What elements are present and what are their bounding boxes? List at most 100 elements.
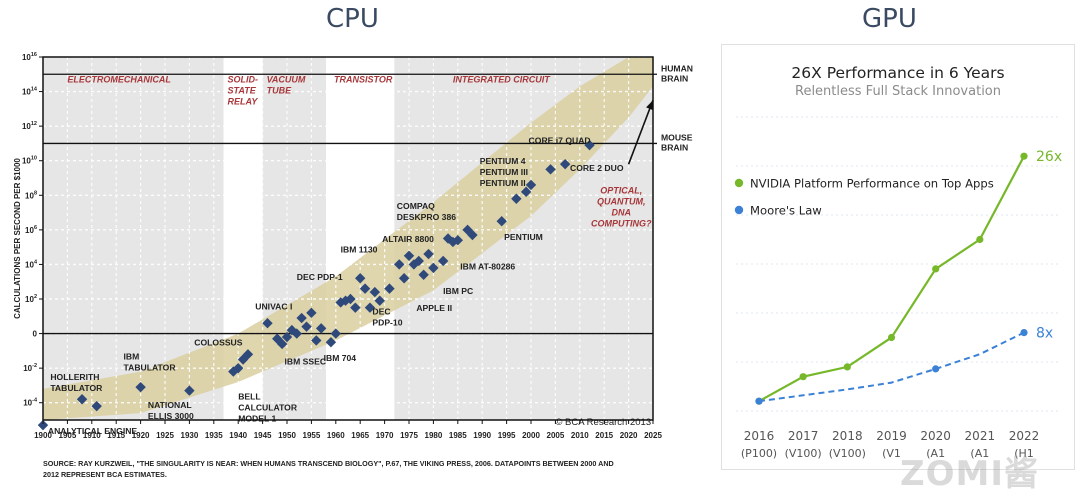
point-annotation: PENTIUM II bbox=[480, 178, 526, 188]
y-tick-label: 1010 bbox=[22, 156, 37, 166]
point-annotation: PENTIUM bbox=[504, 232, 543, 242]
x-axis-gpu: (A1 bbox=[970, 447, 989, 460]
data-point bbox=[559, 158, 571, 170]
series-point bbox=[976, 235, 984, 244]
data-point bbox=[281, 331, 293, 343]
x-axis-year: 2018 bbox=[832, 429, 863, 443]
y-tick-label: 1012 bbox=[22, 121, 37, 131]
data-point bbox=[520, 186, 532, 198]
series-point bbox=[932, 365, 940, 373]
era-label: STATE bbox=[228, 86, 257, 96]
threshold-label: BRAIN bbox=[661, 73, 688, 83]
y-axis-label: CALCULATIONS PER SECOND PER $1000 bbox=[13, 158, 22, 319]
x-axis-gpu: (V100) bbox=[785, 447, 822, 460]
threshold-label: HUMAN bbox=[661, 63, 693, 73]
data-point bbox=[325, 337, 337, 348]
data-point bbox=[355, 273, 366, 284]
data-point bbox=[374, 295, 385, 306]
point-annotation: COLOSSUS bbox=[194, 338, 242, 348]
copyright-note: © BCA Research 2013 bbox=[555, 417, 651, 428]
x-tick-label: 1900 bbox=[34, 431, 52, 440]
data-point bbox=[403, 250, 415, 261]
y-tick-label: 10-4 bbox=[23, 398, 38, 408]
point-annotation: PENTIUM III bbox=[480, 167, 528, 177]
legend-marker bbox=[734, 178, 744, 188]
data-point bbox=[398, 273, 410, 284]
series-point bbox=[1020, 329, 1028, 337]
x-tick-label: 1995 bbox=[498, 431, 516, 440]
x-axis-gpu: (V1 bbox=[882, 447, 901, 460]
x-tick-label: 2020 bbox=[620, 431, 638, 440]
watermark-logo: ZOMI酱 bbox=[900, 454, 1040, 494]
point-annotation: DNA bbox=[612, 208, 632, 218]
data-point bbox=[301, 321, 312, 332]
era-label: ELECTROMECHANICAL bbox=[67, 75, 170, 85]
x-tick-label: 2005 bbox=[547, 431, 565, 440]
source-note: 2012 REPRESENT BCA ESTIMATES. bbox=[43, 470, 167, 479]
point-annotation: CORE i7 QUAD bbox=[529, 135, 591, 145]
x-axis-year: 2020 bbox=[920, 429, 951, 443]
x-tick-label: 1925 bbox=[156, 431, 174, 440]
series-point bbox=[843, 363, 851, 371]
y-tick-label: 1014 bbox=[22, 87, 38, 97]
arrow-head bbox=[646, 100, 654, 111]
point-annotation: ANALYTICAL ENGINE bbox=[48, 426, 138, 436]
era-label: TRANSISTOR bbox=[334, 75, 393, 85]
x-tick-label: 1930 bbox=[181, 431, 199, 440]
threshold-label: BRAIN bbox=[661, 142, 688, 152]
source-note: SOURCE: RAY KURZWEIL, "THE SINGULARITY I… bbox=[43, 459, 614, 468]
point-annotation: NATIONAL bbox=[148, 400, 192, 410]
point-annotation: COMPUTING? bbox=[591, 219, 652, 229]
series-point bbox=[755, 397, 763, 405]
series-point bbox=[887, 333, 896, 342]
series-end-label: 26x bbox=[1036, 149, 1062, 165]
x-tick-label: 1945 bbox=[254, 431, 272, 440]
gpu-performance-chart: 26X Performance in 6 Years Relentless Fu… bbox=[734, 64, 1062, 460]
era-label: VACUUM bbox=[267, 75, 306, 85]
point-annotation: APPLE II bbox=[416, 303, 452, 313]
x-tick-label: 1970 bbox=[376, 431, 394, 440]
data-point bbox=[233, 362, 244, 374]
data-point bbox=[423, 248, 434, 260]
data-point bbox=[276, 338, 288, 350]
point-annotation: PDP-10 bbox=[372, 318, 402, 328]
x-axis-year: 2021 bbox=[965, 429, 996, 443]
point-annotation: IBM 704 bbox=[324, 353, 357, 363]
data-point bbox=[525, 179, 537, 191]
x-axis-year: 2017 bbox=[788, 429, 819, 443]
x-axis-year: 2019 bbox=[876, 429, 907, 443]
data-point bbox=[135, 381, 146, 393]
gpu-heading: GPU bbox=[862, 4, 917, 34]
point-annotation: IBM bbox=[124, 352, 140, 362]
series-point bbox=[1020, 152, 1028, 160]
data-point bbox=[394, 259, 405, 270]
point-annotation: COMPAQ bbox=[397, 201, 435, 211]
point-annotation: ELLIS 3000 bbox=[148, 411, 194, 421]
x-axis-gpu: (A1 bbox=[926, 447, 945, 460]
era-label: RELAY bbox=[228, 97, 259, 107]
data-point bbox=[315, 323, 327, 334]
x-axis-year: 2016 bbox=[744, 429, 775, 443]
series-line-nvidia bbox=[758, 155, 1025, 403]
era-label: SOLID- bbox=[228, 75, 259, 85]
gpu-performance-card: 26X Performance in 6 Years Relentless Fu… bbox=[721, 44, 1075, 470]
x-axis-gpu: (V100) bbox=[829, 447, 866, 460]
y-tick-label: 1016 bbox=[22, 52, 37, 62]
data-point bbox=[262, 318, 273, 329]
gpu-chart-subtitle: Relentless Full Stack Innovation bbox=[795, 84, 1001, 99]
legend-marker bbox=[734, 205, 744, 215]
data-point bbox=[437, 255, 449, 267]
point-annotation: CORE 2 DUO bbox=[570, 163, 624, 173]
data-point bbox=[311, 335, 322, 346]
x-axis-gpu: (P100) bbox=[741, 447, 777, 460]
x-tick-label: 1950 bbox=[278, 431, 296, 440]
data-point bbox=[91, 400, 102, 412]
data-point bbox=[306, 307, 317, 319]
data-point bbox=[496, 216, 507, 227]
x-tick-label: 1965 bbox=[351, 431, 369, 440]
point-annotation: TABULATOR bbox=[124, 363, 177, 373]
x-tick-label: 2010 bbox=[571, 431, 589, 440]
point-annotation: DESKPRO 386 bbox=[397, 212, 456, 222]
x-tick-label: 1990 bbox=[473, 431, 491, 440]
